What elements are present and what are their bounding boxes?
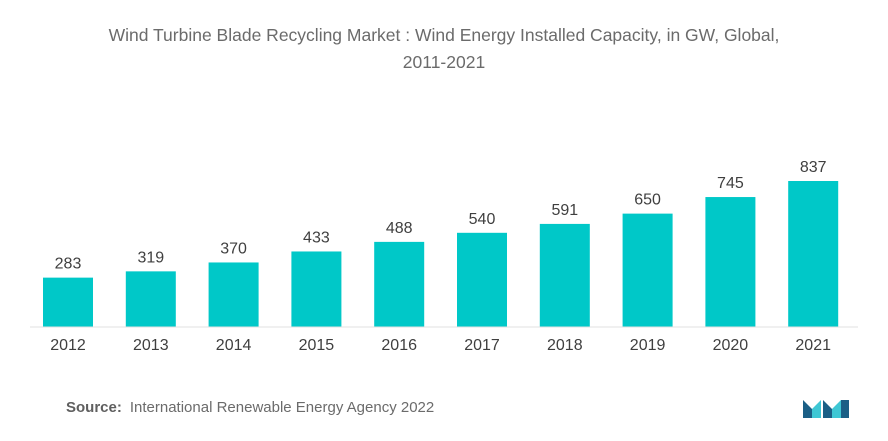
value-label-2021: 837 [800, 159, 827, 176]
value-label-2015: 433 [303, 229, 330, 246]
x-tick-label-2014: 2014 [216, 337, 252, 354]
chart-title-line-2: 2011-2021 [402, 52, 486, 72]
bar-2015 [291, 251, 342, 327]
value-label-2014: 370 [220, 240, 247, 257]
x-tick-label-2013: 2013 [133, 337, 169, 354]
x-tick-label-2018: 2018 [547, 337, 583, 354]
bar-2018 [539, 223, 590, 327]
x-tick-label-2017: 2017 [464, 337, 500, 354]
value-label-2019: 650 [634, 192, 661, 209]
x-tick-label-2012: 2012 [50, 337, 86, 354]
value-label-2013: 319 [137, 249, 164, 266]
x-tick-label-2020: 2020 [713, 337, 749, 354]
bar-2017 [457, 232, 507, 327]
value-label-2020: 745 [717, 175, 744, 192]
x-tick-label-2019: 2019 [630, 337, 666, 354]
value-label-2017: 540 [469, 211, 496, 228]
chart-title-line-1: Wind Turbine Blade Recycling Market : Wi… [108, 25, 780, 45]
chart-title: Wind Turbine Blade Recycling Market : Wi… [0, 22, 888, 76]
mordor-intelligence-logo-icon [803, 400, 849, 418]
source-note: Source: International Renewable Energy Ag… [66, 399, 434, 416]
x-tick-labels-group: 2012 2013 2014 2015 2016 2017 2018 2019 2020 2021 [50, 337, 831, 354]
x-tick-label-2021: 2021 [795, 337, 831, 354]
x-tick-label-2015: 2015 [299, 337, 335, 354]
source-label: Source: [66, 399, 122, 416]
value-label-2018: 591 [551, 202, 578, 219]
bars-group [43, 181, 839, 327]
bar-2013 [125, 271, 176, 327]
source-text: International Renewable Energy Agency 20… [129, 399, 435, 416]
bar-2021 [788, 181, 839, 327]
bar-2014 [208, 262, 259, 327]
value-labels-group: 283 319 370 433 488 540 591 650 745 837 [55, 159, 827, 273]
bar-2012 [43, 277, 93, 327]
x-tick-label-2016: 2016 [381, 337, 417, 354]
bar-2020 [705, 197, 756, 327]
value-label-2016: 488 [386, 220, 413, 237]
value-label-2012: 283 [55, 256, 82, 273]
bar-2019 [622, 213, 673, 327]
bar-2016 [374, 241, 425, 327]
